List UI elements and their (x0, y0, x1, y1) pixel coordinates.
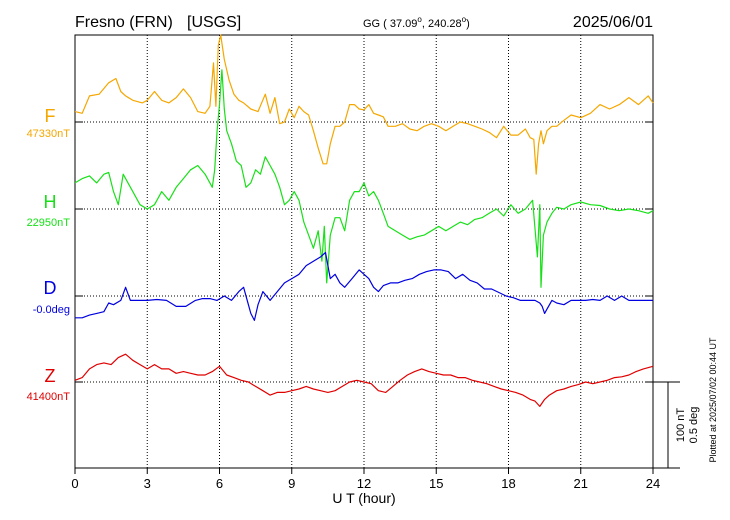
x-tick-label: 15 (429, 476, 443, 491)
x-axis: 0 3 6 9 12 15 18 21 24 (71, 468, 660, 491)
series-line-h (74, 69, 654, 288)
series-line-f (74, 34, 654, 175)
date-label: 2025/06/01 (573, 14, 653, 31)
series-name-f: F (45, 106, 56, 126)
x-axis-label: U T (hour) (332, 490, 395, 506)
grid (75, 35, 653, 468)
x-tick-label: 6 (216, 476, 223, 491)
scale-bar: 100 nT 0.5 deg (653, 381, 700, 469)
scale-bar-deg-label: 0.5 deg (688, 407, 700, 444)
x-tick-label: 18 (501, 476, 515, 491)
agency-label: [USGS] (187, 14, 241, 31)
x-tick-label: 21 (574, 476, 588, 491)
coords-label: GG ( 37.09o, 240.28o) (363, 15, 470, 30)
x-tick-label: 0 (71, 476, 78, 491)
series-group (74, 34, 654, 407)
x-tick-label: 24 (646, 476, 660, 491)
series-labels: F 47330nT H 22950nT D -0.0deg Z 41400nT (27, 106, 71, 403)
x-tick-label: 3 (144, 476, 151, 491)
series-baseline-f: 47330nT (27, 128, 71, 140)
series-line-d (75, 251, 653, 321)
series-baseline-h: 22950nT (27, 217, 71, 229)
series-name-z: Z (45, 366, 56, 386)
x-tick-label: 12 (357, 476, 371, 491)
series-name-d: D (44, 278, 57, 298)
series-line-z (74, 353, 654, 407)
x-tick-label: 9 (288, 476, 295, 491)
station-title: Fresno (FRN) (75, 14, 173, 31)
series-name-h: H (44, 192, 57, 212)
series-baseline-d: -0.0deg (33, 304, 70, 316)
plotted-timestamp: Plotted at 2025/07/02 00:44 UT (708, 337, 718, 463)
series-baseline-z: 41400nT (27, 391, 71, 403)
scale-bar-nt-label: 100 nT (675, 408, 687, 443)
